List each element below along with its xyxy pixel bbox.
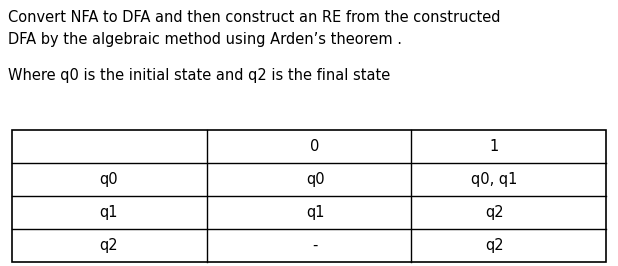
Bar — [12, 130, 606, 262]
Text: -: - — [313, 238, 318, 253]
Text: q0: q0 — [99, 172, 117, 187]
Text: q2: q2 — [485, 238, 504, 253]
Text: q0, q1: q0, q1 — [471, 172, 518, 187]
Text: 1: 1 — [490, 139, 499, 154]
Text: q2: q2 — [99, 238, 117, 253]
Text: 0: 0 — [310, 139, 320, 154]
Text: Where q0 is the initial state and q2 is the final state: Where q0 is the initial state and q2 is … — [8, 68, 390, 83]
Text: q1: q1 — [306, 205, 324, 220]
Text: q2: q2 — [485, 205, 504, 220]
Text: q0: q0 — [306, 172, 324, 187]
Text: DFA by the algebraic method using Arden’s theorem .: DFA by the algebraic method using Arden’… — [8, 32, 402, 47]
Text: q1: q1 — [99, 205, 117, 220]
Text: Convert NFA to DFA and then construct an RE from the constructed: Convert NFA to DFA and then construct an… — [8, 10, 501, 25]
